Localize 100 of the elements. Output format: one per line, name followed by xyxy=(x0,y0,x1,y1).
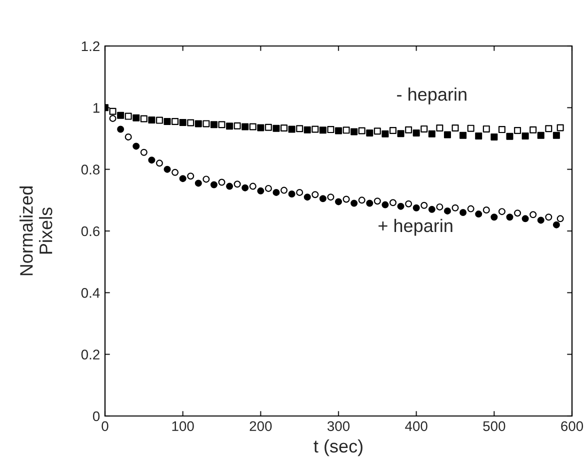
point xyxy=(132,142,140,150)
point xyxy=(498,208,506,216)
point xyxy=(460,132,467,139)
y-tick-label: 0.4 xyxy=(81,288,100,298)
point xyxy=(490,133,498,140)
point xyxy=(156,116,163,124)
point xyxy=(366,129,374,136)
point xyxy=(249,182,256,190)
point xyxy=(132,114,140,122)
point xyxy=(382,201,389,208)
point xyxy=(428,130,436,138)
point xyxy=(218,121,226,128)
x-axis-title: t (sec) xyxy=(314,439,362,456)
point xyxy=(397,130,404,138)
x-tick-label: 500 xyxy=(483,421,506,432)
point xyxy=(117,112,124,119)
point xyxy=(428,206,436,213)
y-tick-label: 0.8 xyxy=(81,164,100,175)
point xyxy=(288,126,296,133)
point xyxy=(552,132,560,139)
y-tick-label: 0 xyxy=(92,411,100,422)
point xyxy=(452,124,459,132)
point xyxy=(257,187,264,194)
point xyxy=(187,119,194,126)
point xyxy=(202,176,210,183)
point xyxy=(148,156,156,164)
point xyxy=(272,124,280,132)
point xyxy=(257,124,264,132)
point xyxy=(296,188,304,196)
point xyxy=(537,216,544,224)
point xyxy=(366,200,374,207)
x-tick-label: 600 xyxy=(561,421,584,432)
annotation: - heparin xyxy=(397,88,466,104)
point xyxy=(335,127,342,134)
x-tick-label: 100 xyxy=(172,421,194,432)
point xyxy=(467,124,474,132)
point xyxy=(304,194,311,201)
point xyxy=(552,221,560,228)
point xyxy=(264,124,272,131)
point xyxy=(179,118,186,126)
y-tick-label: 1.2 xyxy=(82,41,100,52)
point xyxy=(382,130,389,138)
point xyxy=(498,126,506,134)
y-tick-label: 1 xyxy=(93,103,100,113)
point xyxy=(537,132,544,139)
point xyxy=(327,126,334,134)
y-tick-label: 0.2 xyxy=(81,350,100,360)
point xyxy=(226,122,234,130)
point xyxy=(172,168,179,176)
point xyxy=(210,181,218,188)
point xyxy=(350,128,358,136)
point xyxy=(242,184,249,192)
point xyxy=(475,210,482,218)
point xyxy=(374,198,381,205)
point xyxy=(234,122,241,130)
point xyxy=(140,115,148,122)
point xyxy=(319,195,326,202)
point xyxy=(420,202,428,209)
point xyxy=(140,148,148,156)
point xyxy=(514,126,522,134)
point xyxy=(412,204,420,212)
point xyxy=(467,205,474,212)
point xyxy=(280,124,288,132)
point xyxy=(522,132,529,140)
point xyxy=(389,126,396,134)
point xyxy=(272,188,280,196)
point xyxy=(342,126,350,134)
point xyxy=(358,127,366,134)
point xyxy=(405,126,412,134)
point xyxy=(482,125,490,132)
point xyxy=(358,196,366,204)
point xyxy=(420,125,428,132)
point xyxy=(187,172,194,180)
point xyxy=(210,121,218,128)
point xyxy=(506,214,514,221)
point xyxy=(530,126,537,134)
point xyxy=(545,125,552,132)
point xyxy=(202,120,210,128)
point xyxy=(218,178,226,186)
point xyxy=(405,200,412,208)
x-tick-label: 400 xyxy=(405,421,428,432)
point xyxy=(436,203,444,210)
point xyxy=(452,204,459,212)
point xyxy=(374,128,381,135)
x-tick-label: 200 xyxy=(250,421,272,432)
point xyxy=(389,199,396,206)
point xyxy=(556,215,564,222)
point xyxy=(172,118,179,126)
point xyxy=(556,124,564,132)
point xyxy=(226,182,234,190)
point xyxy=(482,206,490,214)
point xyxy=(475,132,482,140)
x-tick-label: 300 xyxy=(327,421,350,432)
point xyxy=(506,132,514,140)
y-axis-title: Normalized Pixels xyxy=(20,186,52,276)
point xyxy=(109,108,116,115)
point xyxy=(242,123,249,130)
point xyxy=(148,116,156,124)
point xyxy=(124,112,132,120)
y-tick-label: 0.6 xyxy=(81,226,100,236)
